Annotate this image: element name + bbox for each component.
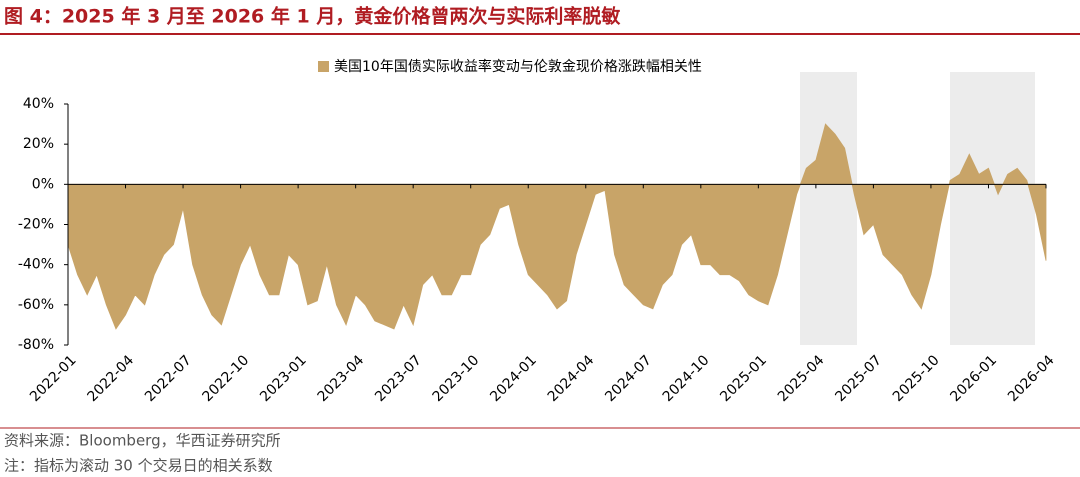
x-tick-label: 2025-01 (717, 352, 770, 405)
y-tick-label: 20% (23, 136, 54, 152)
shaded-period (950, 72, 1035, 345)
x-tick-label: 2026-04 (1005, 352, 1058, 405)
legend-label: 美国10年国债实际收益率变动与伦敦金现价格涨跌幅相关性 (334, 58, 702, 75)
x-tick-label: 2023-04 (315, 352, 368, 405)
x-tick-label: 2026-01 (947, 352, 1000, 405)
x-tick-label: 2024-10 (660, 352, 713, 405)
x-tick-label: 2022-01 (27, 352, 80, 405)
chart-title: 图 4：2025 年 3 月至 2026 年 1 月，黄金价格曾两次与实际利率脱… (4, 5, 620, 28)
y-tick-label: 0% (32, 176, 54, 192)
y-tick-label: -80% (18, 337, 54, 353)
x-tick-label: 2022-10 (200, 352, 253, 405)
legend-swatch (318, 61, 329, 72)
x-tick-label: 2025-04 (775, 352, 828, 405)
y-tick-label: -40% (18, 257, 54, 273)
y-tick-label: 40% (23, 96, 54, 112)
x-tick-label: 2022-07 (142, 352, 195, 405)
shaded-period (800, 72, 857, 345)
y-tick-label: -60% (18, 297, 54, 313)
x-tick-label: 2024-04 (545, 352, 598, 405)
x-tick-label: 2022-04 (85, 352, 138, 405)
x-tick-label: 2025-10 (890, 352, 943, 405)
area (67, 123, 1047, 330)
source-note: 资料来源：Bloomberg，华西证券研究所 (4, 432, 281, 450)
x-tick-label: 2023-10 (430, 352, 483, 405)
x-tick-label: 2024-07 (602, 352, 655, 405)
x-tick-label: 2023-01 (257, 352, 310, 405)
footnote: 注：指标为滚动 30 个交易日的相关系数 (4, 457, 273, 475)
y-tick-label: -20% (18, 217, 54, 233)
x-tick-label: 2024-01 (487, 352, 540, 405)
x-tick-label: 2025-07 (832, 352, 885, 405)
x-tick-label: 2023-07 (372, 352, 425, 405)
